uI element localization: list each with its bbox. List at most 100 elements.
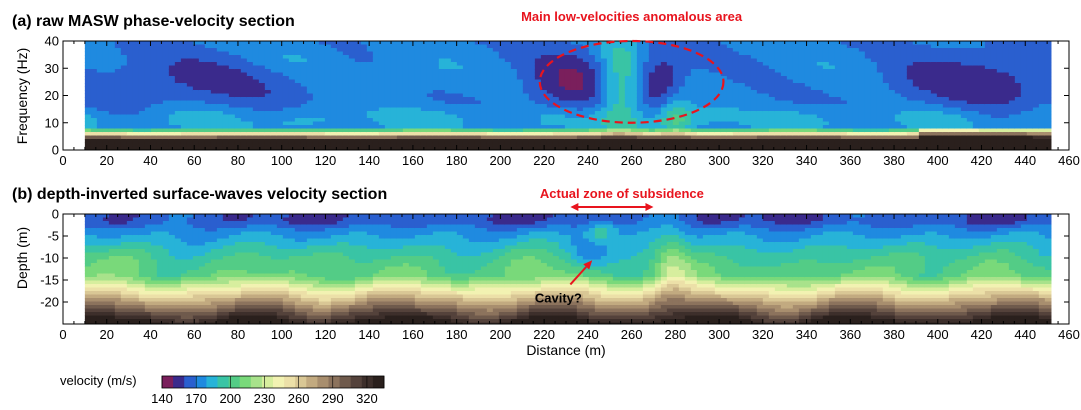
velocity-cell	[666, 100, 674, 105]
velocity-cell	[216, 146, 224, 150]
velocity-cell	[222, 62, 230, 67]
velocity-cell	[684, 139, 692, 144]
velocity-cell	[354, 79, 362, 84]
velocity-cell	[102, 104, 110, 109]
velocity-cell	[96, 69, 104, 74]
velocity-cell	[972, 104, 980, 109]
velocity-cell	[642, 135, 650, 140]
velocity-cell	[564, 65, 572, 70]
velocity-cell	[870, 93, 878, 98]
velocity-cell	[198, 79, 206, 84]
velocity-cell	[324, 97, 332, 102]
velocity-cell	[174, 76, 182, 81]
velocity-cell	[648, 118, 656, 123]
velocity-cell	[942, 97, 950, 102]
velocity-cell	[114, 48, 122, 53]
velocity-cell	[810, 142, 818, 147]
velocity-cell	[252, 51, 260, 56]
velocity-cell	[492, 62, 500, 67]
velocity-cell	[228, 135, 236, 140]
velocity-cell	[618, 104, 626, 109]
velocity-cell	[342, 121, 350, 126]
velocity-cell	[894, 65, 902, 70]
velocity-cell	[438, 69, 446, 74]
velocity-cell	[126, 76, 134, 81]
velocity-cell	[804, 72, 812, 77]
velocity-cell	[234, 44, 242, 49]
velocity-cell	[150, 90, 158, 95]
velocity-cell	[582, 142, 590, 147]
velocity-cell	[192, 51, 200, 56]
velocity-cell	[204, 93, 212, 98]
velocity-cell	[810, 114, 818, 119]
velocity-cell	[516, 132, 524, 137]
velocity-cell	[1008, 93, 1016, 98]
velocity-cell	[534, 93, 542, 98]
velocity-cell	[276, 104, 284, 109]
velocity-cell	[762, 139, 770, 144]
velocity-cell	[750, 83, 758, 88]
velocity-cell	[612, 69, 620, 74]
velocity-cell	[546, 58, 554, 63]
velocity-cell	[930, 79, 938, 84]
velocity-cell	[948, 104, 956, 109]
velocity-cell	[408, 79, 416, 84]
velocity-cell	[936, 104, 944, 109]
velocity-cell	[666, 90, 674, 95]
velocity-cell	[858, 65, 866, 70]
velocity-cell	[306, 58, 314, 63]
velocity-cell	[906, 48, 914, 53]
velocity-cell	[516, 135, 524, 140]
velocity-cell	[420, 111, 428, 116]
velocity-cell	[360, 142, 368, 147]
velocity-cell	[102, 118, 110, 123]
velocity-cell	[900, 48, 908, 53]
velocity-cell	[132, 44, 140, 49]
velocity-cell	[960, 41, 968, 46]
velocity-cell	[114, 44, 122, 49]
velocity-cell	[888, 135, 896, 140]
velocity-cell	[480, 93, 488, 98]
velocity-cell	[504, 100, 512, 105]
velocity-cell	[792, 107, 800, 112]
velocity-cell	[426, 51, 434, 56]
velocity-cell	[696, 72, 704, 77]
velocity-cell	[84, 132, 92, 137]
velocity-cell	[426, 72, 434, 77]
velocity-cell	[930, 86, 938, 91]
velocity-cell	[780, 125, 788, 130]
velocity-cell	[930, 41, 938, 46]
velocity-cell	[960, 97, 968, 102]
velocity-cell	[516, 79, 524, 84]
velocity-cell	[306, 86, 314, 91]
velocity-cell	[102, 107, 110, 112]
velocity-cell	[930, 132, 938, 137]
velocity-cell	[600, 58, 608, 63]
velocity-cell	[426, 107, 434, 112]
velocity-cell	[1014, 114, 1022, 119]
velocity-cell	[192, 90, 200, 95]
velocity-cell	[798, 142, 806, 147]
velocity-cell	[714, 62, 722, 67]
velocity-cell	[972, 55, 980, 60]
velocity-cell	[762, 114, 770, 119]
velocity-cell	[624, 114, 632, 119]
velocity-cell	[246, 72, 254, 77]
velocity-cell	[480, 114, 488, 119]
velocity-cell	[1002, 146, 1010, 150]
velocity-cell	[732, 107, 740, 112]
velocity-cell	[114, 135, 122, 140]
velocity-cell	[612, 132, 620, 137]
velocity-cell	[186, 118, 194, 123]
velocity-cell	[834, 114, 842, 119]
velocity-cell	[174, 135, 182, 140]
velocity-cell	[828, 72, 836, 77]
velocity-cell	[1014, 83, 1022, 88]
velocity-cell	[324, 55, 332, 60]
velocity-cell	[168, 114, 176, 119]
velocity-cell	[612, 128, 620, 133]
velocity-cell	[102, 97, 110, 102]
velocity-cell	[186, 76, 194, 81]
velocity-cell	[294, 65, 302, 70]
velocity-cell	[498, 76, 506, 81]
